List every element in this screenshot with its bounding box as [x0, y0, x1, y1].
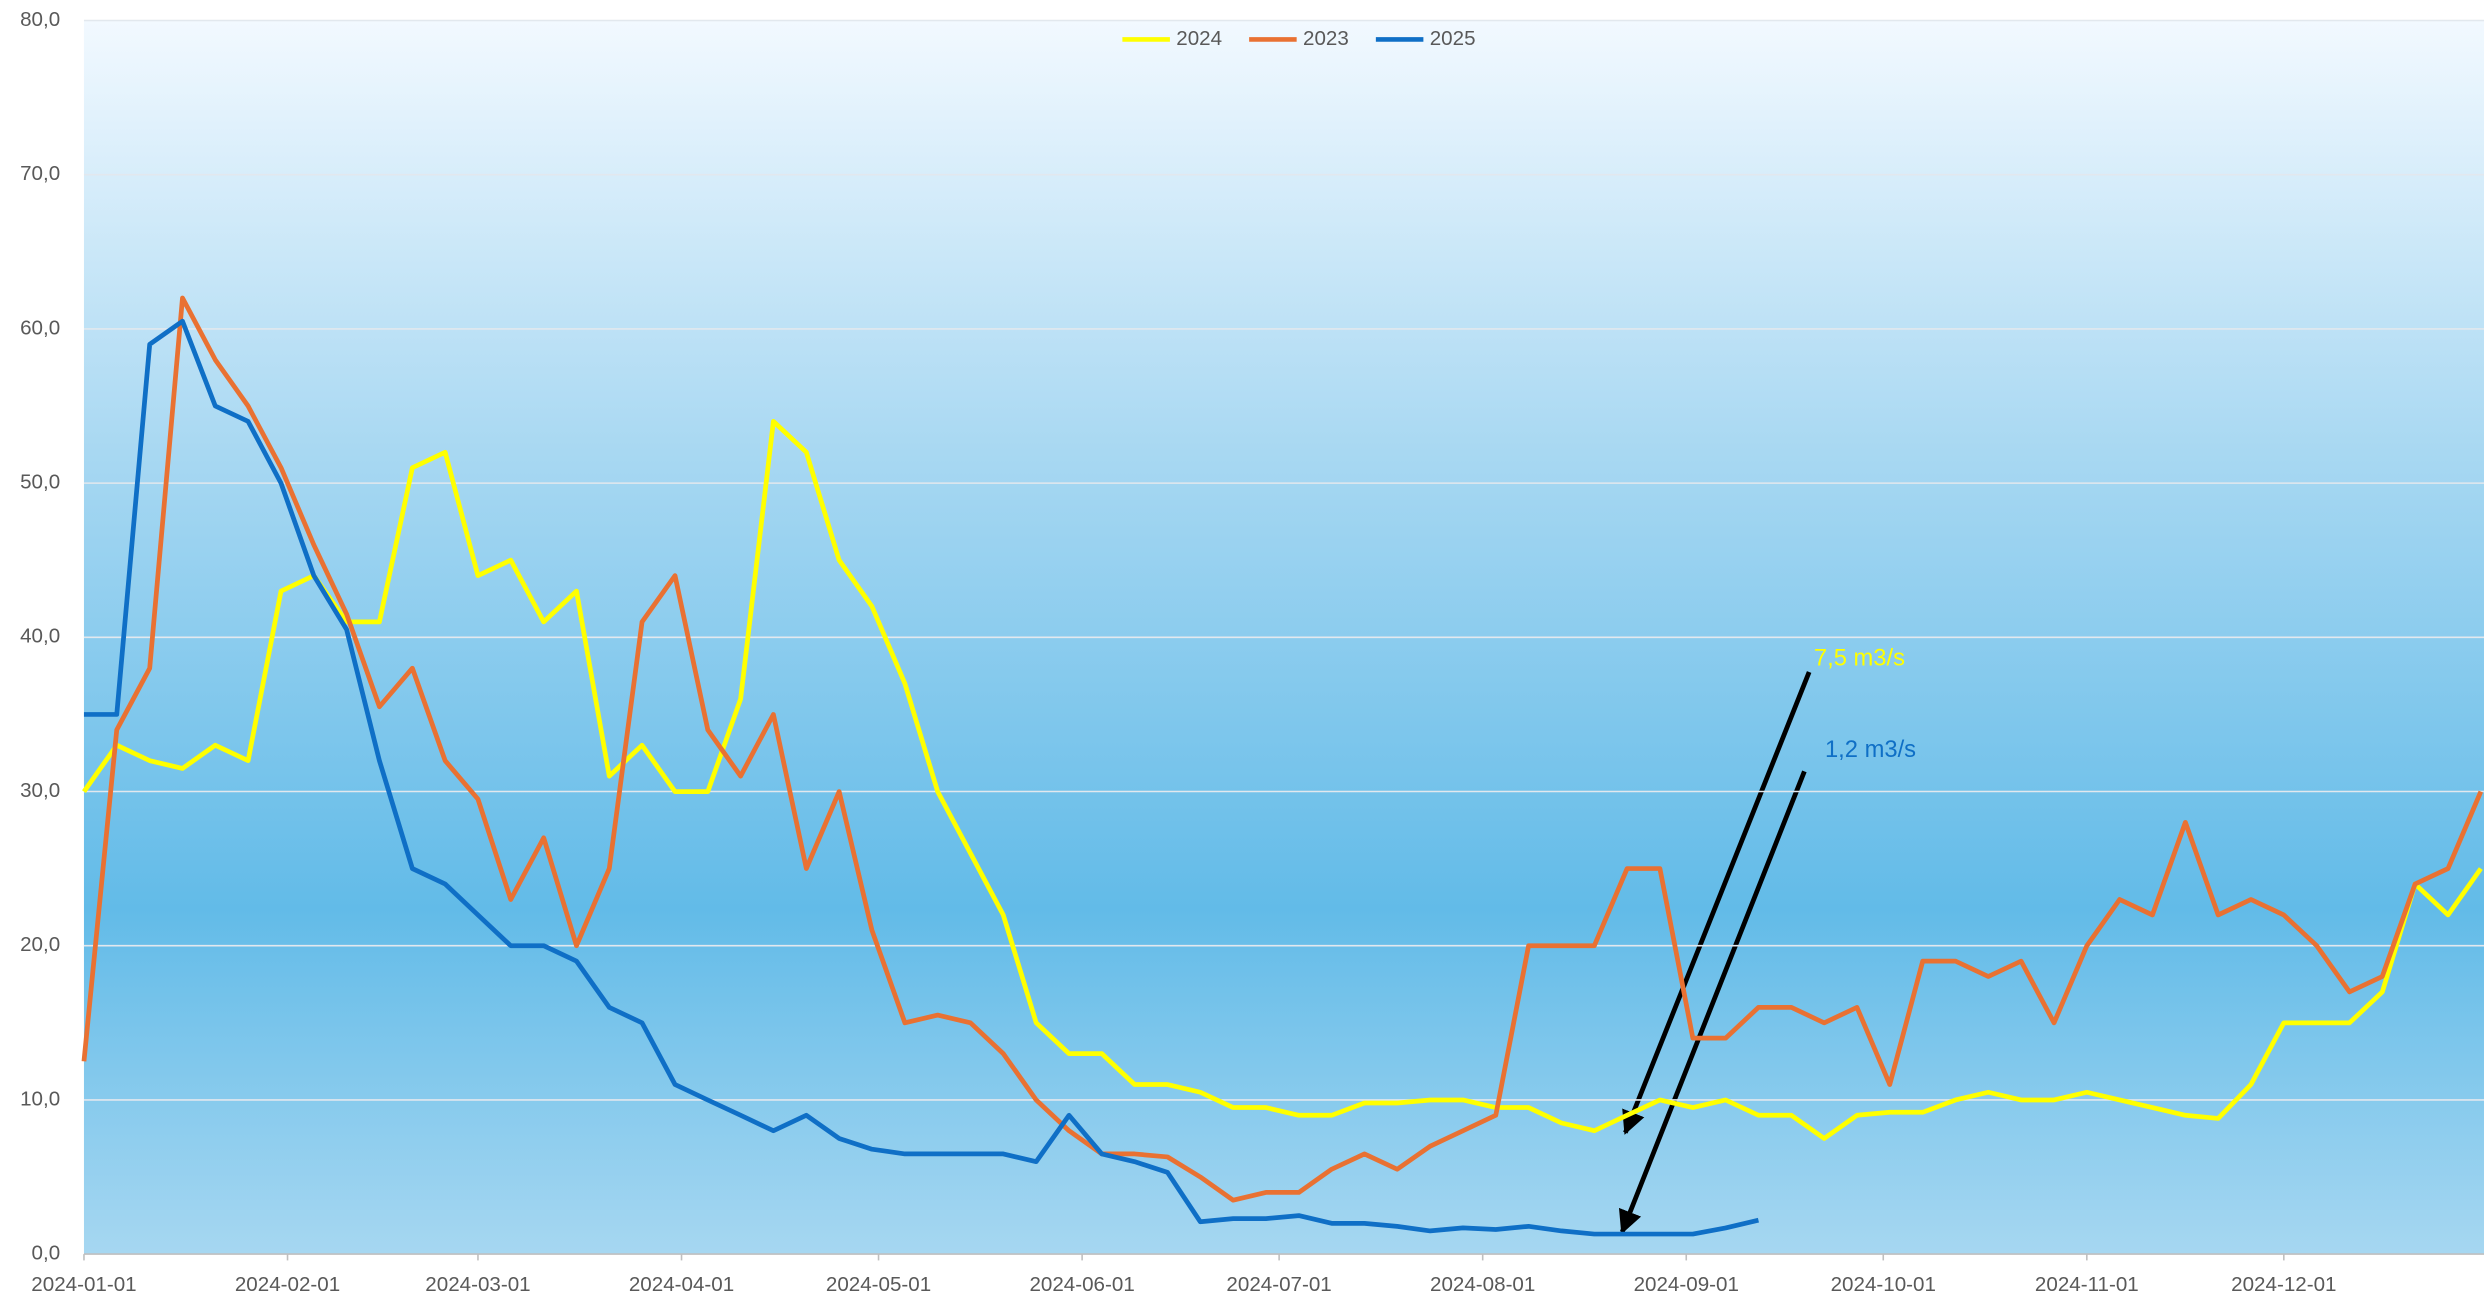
legend-label: 2025 — [1430, 27, 1476, 50]
x-tick-label: 2024-05-01 — [826, 1273, 931, 1296]
x-tick-label: 2024-02-01 — [235, 1273, 340, 1296]
annotation-arrow — [1622, 671, 1812, 1135]
y-tick-label: 80,0 — [20, 8, 60, 31]
y-tick-label: 50,0 — [20, 471, 60, 494]
x-tick-label: 2024-11-01 — [2035, 1273, 2139, 1296]
annotation: 7,5 m3/s — [1814, 646, 1905, 672]
series-line — [83, 318, 1759, 1237]
y-tick-label: 20,0 — [20, 933, 60, 956]
x-tick-label: 2024-04-01 — [629, 1273, 734, 1296]
x-tick-label: 2024-01-01 — [31, 1273, 136, 1296]
series-line — [81, 295, 2484, 1203]
y-tick-label: 10,0 — [20, 1087, 60, 1110]
y-tick-label: 0,0 — [32, 1242, 61, 1265]
x-tick-label: 2024-06-01 — [1029, 1273, 1134, 1296]
y-tick-label: 40,0 — [20, 625, 60, 648]
y-tick-label: 70,0 — [20, 162, 60, 185]
x-tick-label: 2024-08-01 — [1430, 1273, 1535, 1296]
x-tick-label: 2024-09-01 — [1634, 1273, 1739, 1296]
annotation: 1,2 m3/s — [1825, 737, 1916, 763]
x-tick-label: 2024-10-01 — [1831, 1273, 1936, 1296]
series-line — [82, 418, 2483, 1141]
annotation-arrow — [1618, 770, 1807, 1235]
x-tick-label: 2024-12-01 — [2231, 1273, 2336, 1296]
y-tick-label: 30,0 — [20, 779, 60, 802]
x-tick-label: 2024-03-01 — [425, 1273, 530, 1296]
y-tick-label: 60,0 — [20, 316, 60, 339]
x-tick-label: 2024-07-01 — [1226, 1273, 1331, 1296]
legend-label: 2024 — [1176, 27, 1222, 50]
legend-label: 2023 — [1303, 27, 1349, 50]
